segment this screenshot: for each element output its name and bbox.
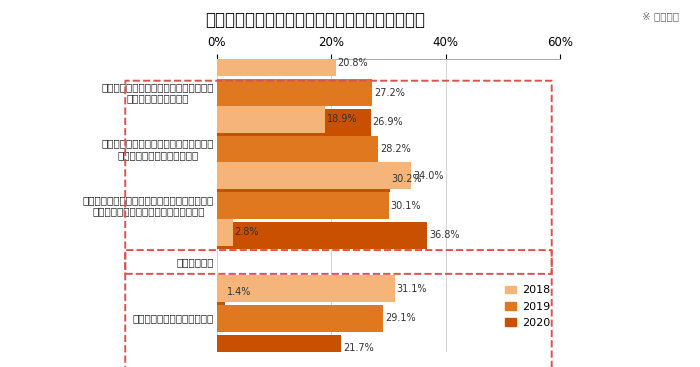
Text: 今後取り組みたい分析はない: 今後取り組みたい分析はない <box>133 313 214 323</box>
Bar <box>217 278 225 305</box>
Text: インターネット広告・オフライン広告を
領域を横断して統合的に分析: インターネット広告・オフライン広告を 領域を横断して統合的に分析 <box>102 138 214 160</box>
Text: ※ 複数回答: ※ 複数回答 <box>642 11 679 21</box>
Text: 31.1%: 31.1% <box>396 284 427 294</box>
Bar <box>217 136 378 163</box>
Text: 1.4%: 1.4% <box>227 287 251 297</box>
Text: 34.0%: 34.0% <box>413 171 444 181</box>
Text: 29.1%: 29.1% <box>385 313 416 323</box>
Text: 26.9%: 26.9% <box>372 117 403 127</box>
Bar <box>217 50 336 76</box>
Bar <box>217 335 341 361</box>
Text: 18.9%: 18.9% <box>327 115 357 124</box>
Bar <box>217 166 390 192</box>
Text: 30.2%: 30.2% <box>391 174 422 184</box>
Bar <box>217 222 428 248</box>
Text: 30.1%: 30.1% <box>391 200 421 211</box>
Bar <box>217 79 372 106</box>
Bar <box>217 163 412 189</box>
Text: 21.7%: 21.7% <box>343 343 374 353</box>
Text: 36.8%: 36.8% <box>429 230 460 240</box>
Bar <box>217 275 395 302</box>
Text: インターネット広告・オフライン広告を
領域ごとで分けて分析: インターネット広告・オフライン広告を 領域ごとで分けて分析 <box>102 82 214 103</box>
Text: 2.8%: 2.8% <box>234 227 259 237</box>
Bar <box>217 106 325 133</box>
Bar <box>217 305 384 332</box>
Text: 『図』過去調査との比較　今後取り組みたい分析: 『図』過去調査との比較 今後取り組みたい分析 <box>205 11 425 29</box>
Text: 20.8%: 20.8% <box>337 58 368 68</box>
Bar <box>217 192 389 219</box>
Bar <box>217 109 371 136</box>
Text: 28.2%: 28.2% <box>380 144 411 154</box>
Text: その他の分析: その他の分析 <box>176 257 214 267</box>
Text: 27.2%: 27.2% <box>374 88 405 98</box>
Text: インターネット広告・オフライン広告に加えて
外部的な影響要因も含めて統合的に分析: インターネット広告・オフライン広告に加えて 外部的な影響要因も含めて統合的に分析 <box>83 195 214 216</box>
Legend: 2018, 2019, 2020: 2018, 2019, 2020 <box>500 281 554 332</box>
Bar <box>217 219 233 246</box>
